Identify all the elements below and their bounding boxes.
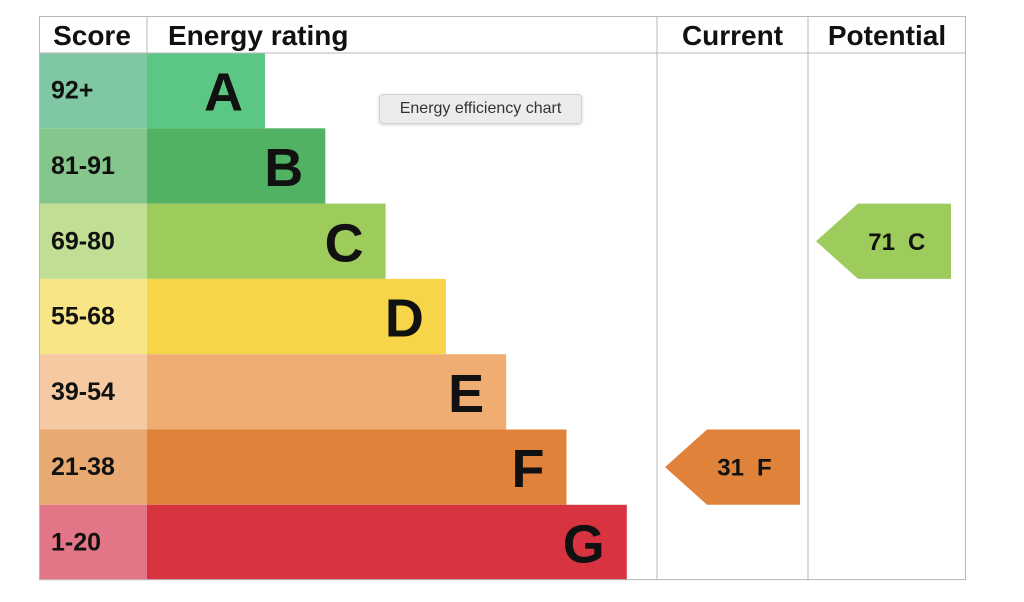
potential-header: Potential (828, 20, 946, 51)
potential-arrow (816, 203, 951, 279)
rating-header: Energy rating (168, 20, 348, 51)
potential-letter: C (908, 229, 925, 256)
table-border (39, 16, 966, 581)
rating-letter: B (264, 138, 303, 198)
score-range-label: 1-20 (51, 528, 101, 556)
score-range-label: 21-38 (51, 453, 115, 481)
potential-score: 71 (868, 229, 895, 256)
current-arrow (665, 429, 800, 505)
rating-letter: E (448, 364, 484, 424)
rating-bar-g (147, 504, 627, 581)
rating-bar-c (147, 203, 386, 279)
score-header: Score (53, 20, 131, 51)
rating-letter: F (512, 439, 545, 499)
score-cell-f (39, 429, 147, 505)
score-cell-b (39, 128, 147, 204)
score-cell-e (39, 354, 147, 430)
score-range-label: 81-91 (51, 152, 115, 180)
rating-letter: G (563, 514, 605, 574)
current-score: 31 (717, 455, 744, 482)
score-range-label: 92+ (51, 77, 93, 105)
rating-bar-e (147, 354, 507, 430)
rating-letter: C (325, 213, 364, 273)
rating-bar-d (147, 278, 446, 355)
current-letter: F (757, 455, 772, 482)
current-header: Current (682, 20, 783, 51)
score-cell-a (39, 53, 147, 129)
score-range-label: 69-80 (51, 227, 115, 255)
rating-bar-b (147, 128, 326, 204)
score-cell-c (39, 203, 147, 279)
rating-letter: A (204, 63, 243, 123)
chart-tooltip: Energy efficiency chart (379, 94, 582, 124)
rating-bar-a (147, 53, 265, 129)
score-range-label: 39-54 (51, 378, 115, 406)
score-range-label: 55-68 (51, 303, 115, 331)
rating-letter: D (385, 289, 424, 349)
score-cell-g (39, 504, 147, 581)
rating-bar-f (147, 429, 567, 505)
score-cell-d (39, 278, 147, 355)
